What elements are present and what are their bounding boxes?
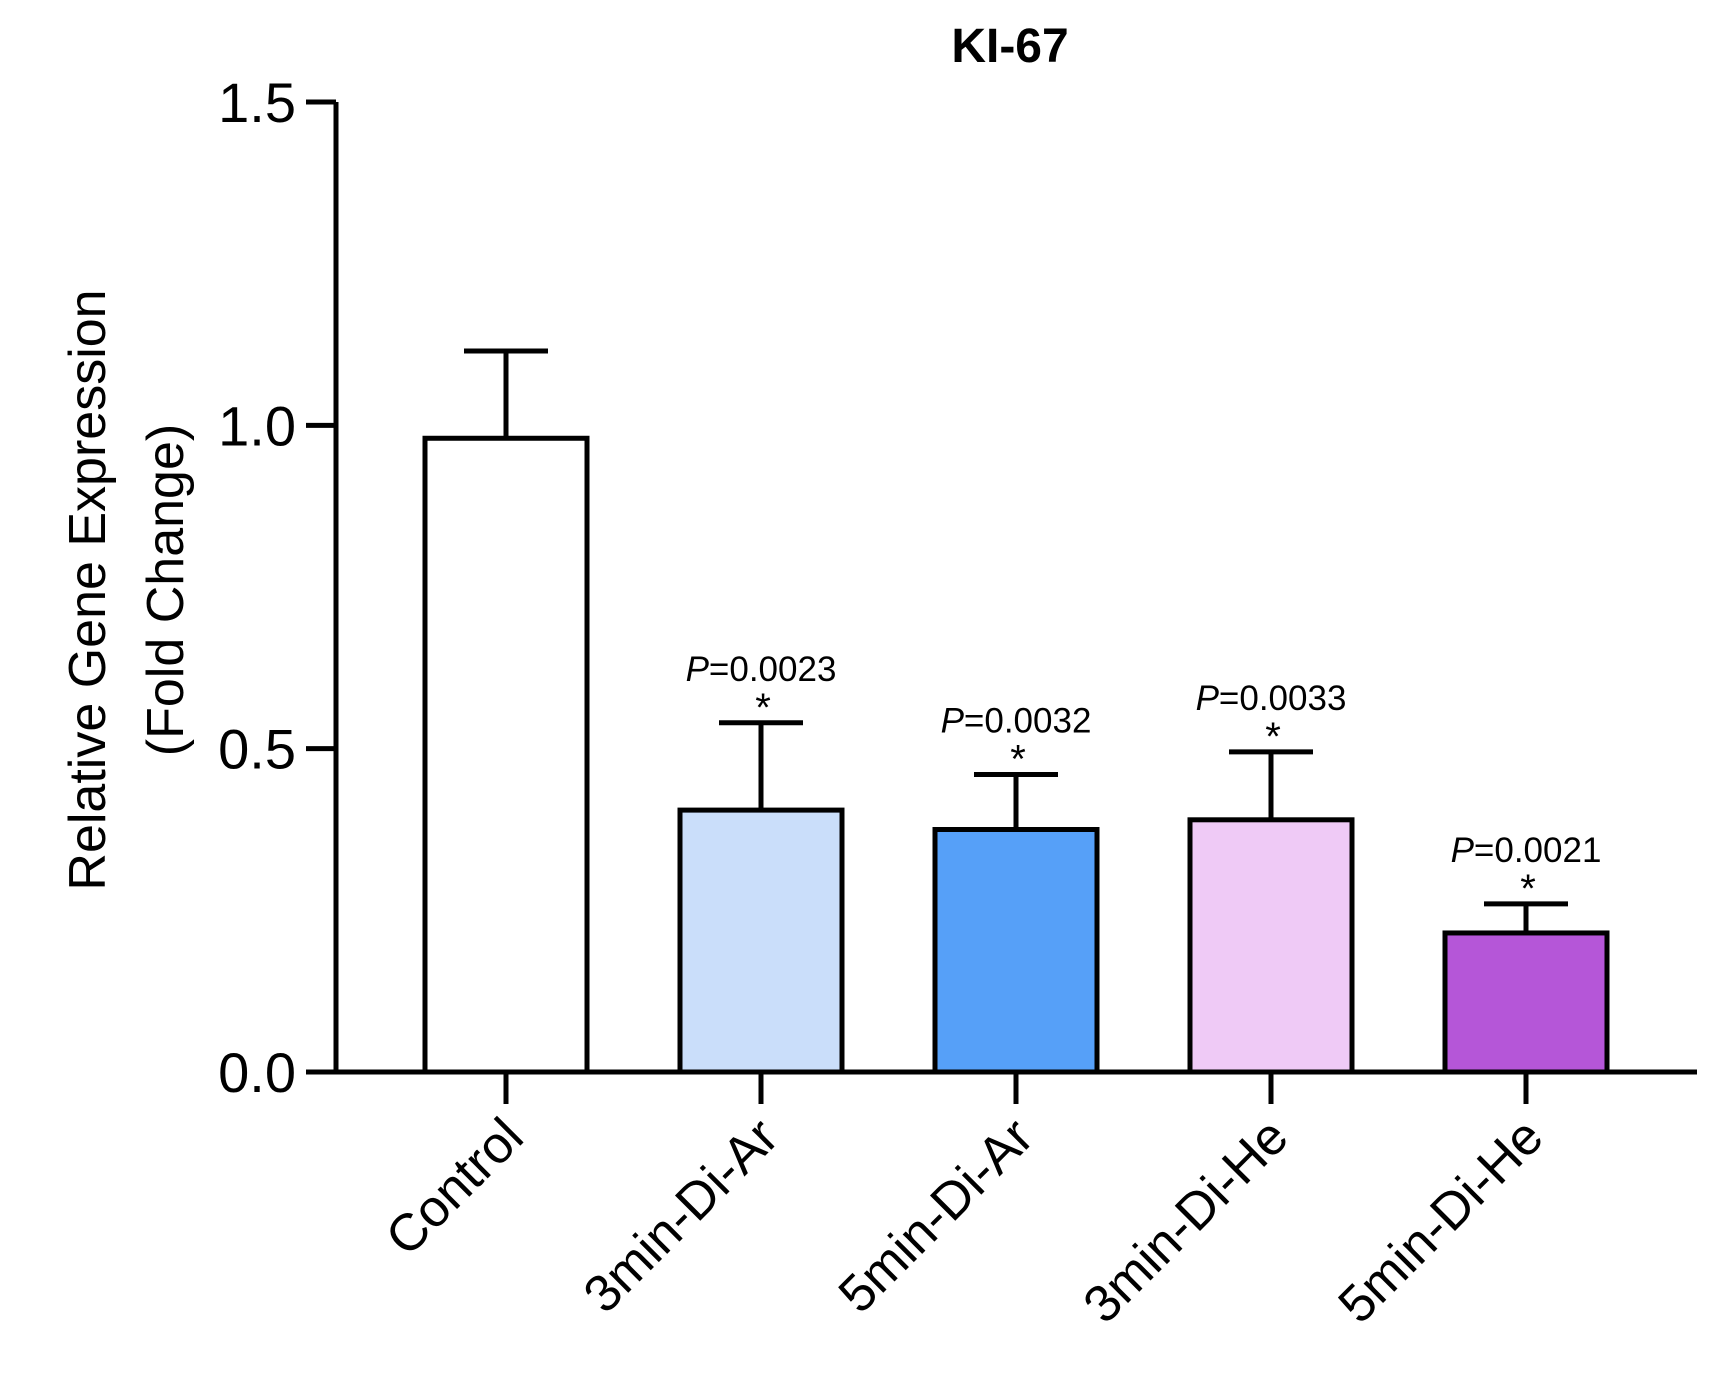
p-value-prefix: P [941,702,965,741]
p-value-prefix: P [686,650,710,689]
x-tick-label: 5min-Di-He [1328,1107,1555,1334]
significance-star: * [1520,867,1536,911]
y-axis-label-line-2: (Fold Change) [137,424,195,756]
bar-5min-di-he [1442,930,1610,1075]
p-value-number: =0.0023 [709,650,837,689]
bar-3min-di-ar [677,807,845,1075]
x-tick-label: 5min-Di-Ar [828,1107,1045,1324]
chart-title: KI-67 [951,20,1068,73]
y-tick-label: 1.5 [218,71,296,134]
y-tick-label: 0.5 [218,718,296,781]
bar-3min-di-he [1187,817,1355,1075]
significance-star: * [1265,715,1281,759]
x-axis-ticks: Control 3min-Di-Ar 5min-Di-Ar 3min-Di-He 5mi… [375,1072,1555,1334]
p-value-number: =0.0021 [1474,831,1602,870]
p-value-prefix: P [1451,831,1475,870]
bar-control [422,435,590,1075]
x-tick-label: 3min-Di-Ar [573,1107,790,1324]
y-tick-label: 0.0 [218,1041,296,1104]
y-axis-ticks: 0.0 0.5 1.0 1.5 [218,71,336,1104]
p-value-label: P=0.0023 [686,650,837,689]
bars: *P=0.0023*P=0.0032 *P=0.0033*P=0.0021 [422,348,1610,1075]
p-value-number: =0.0033 [1219,679,1347,718]
y-axis-label-line-1: Relative Gene Expression [59,289,117,890]
x-tick-label: Control [375,1107,535,1267]
p-value-label: P=0.0032 [941,702,1092,741]
significance-star: * [1010,738,1026,782]
y-axis-label: Relative Gene Expression (Fold Change) [59,289,195,890]
p-value-prefix: P [1196,679,1220,718]
x-tick-label: 3min-Di-He [1073,1107,1300,1334]
bar-5min-di-ar [932,827,1100,1075]
p-value-label: P=0.0033 [1196,679,1347,718]
significance-star: * [755,686,771,730]
y-tick-label: 1.0 [218,394,296,457]
p-value-number: =0.0032 [964,702,1092,741]
p-value-label: P=0.0021 [1451,831,1602,870]
